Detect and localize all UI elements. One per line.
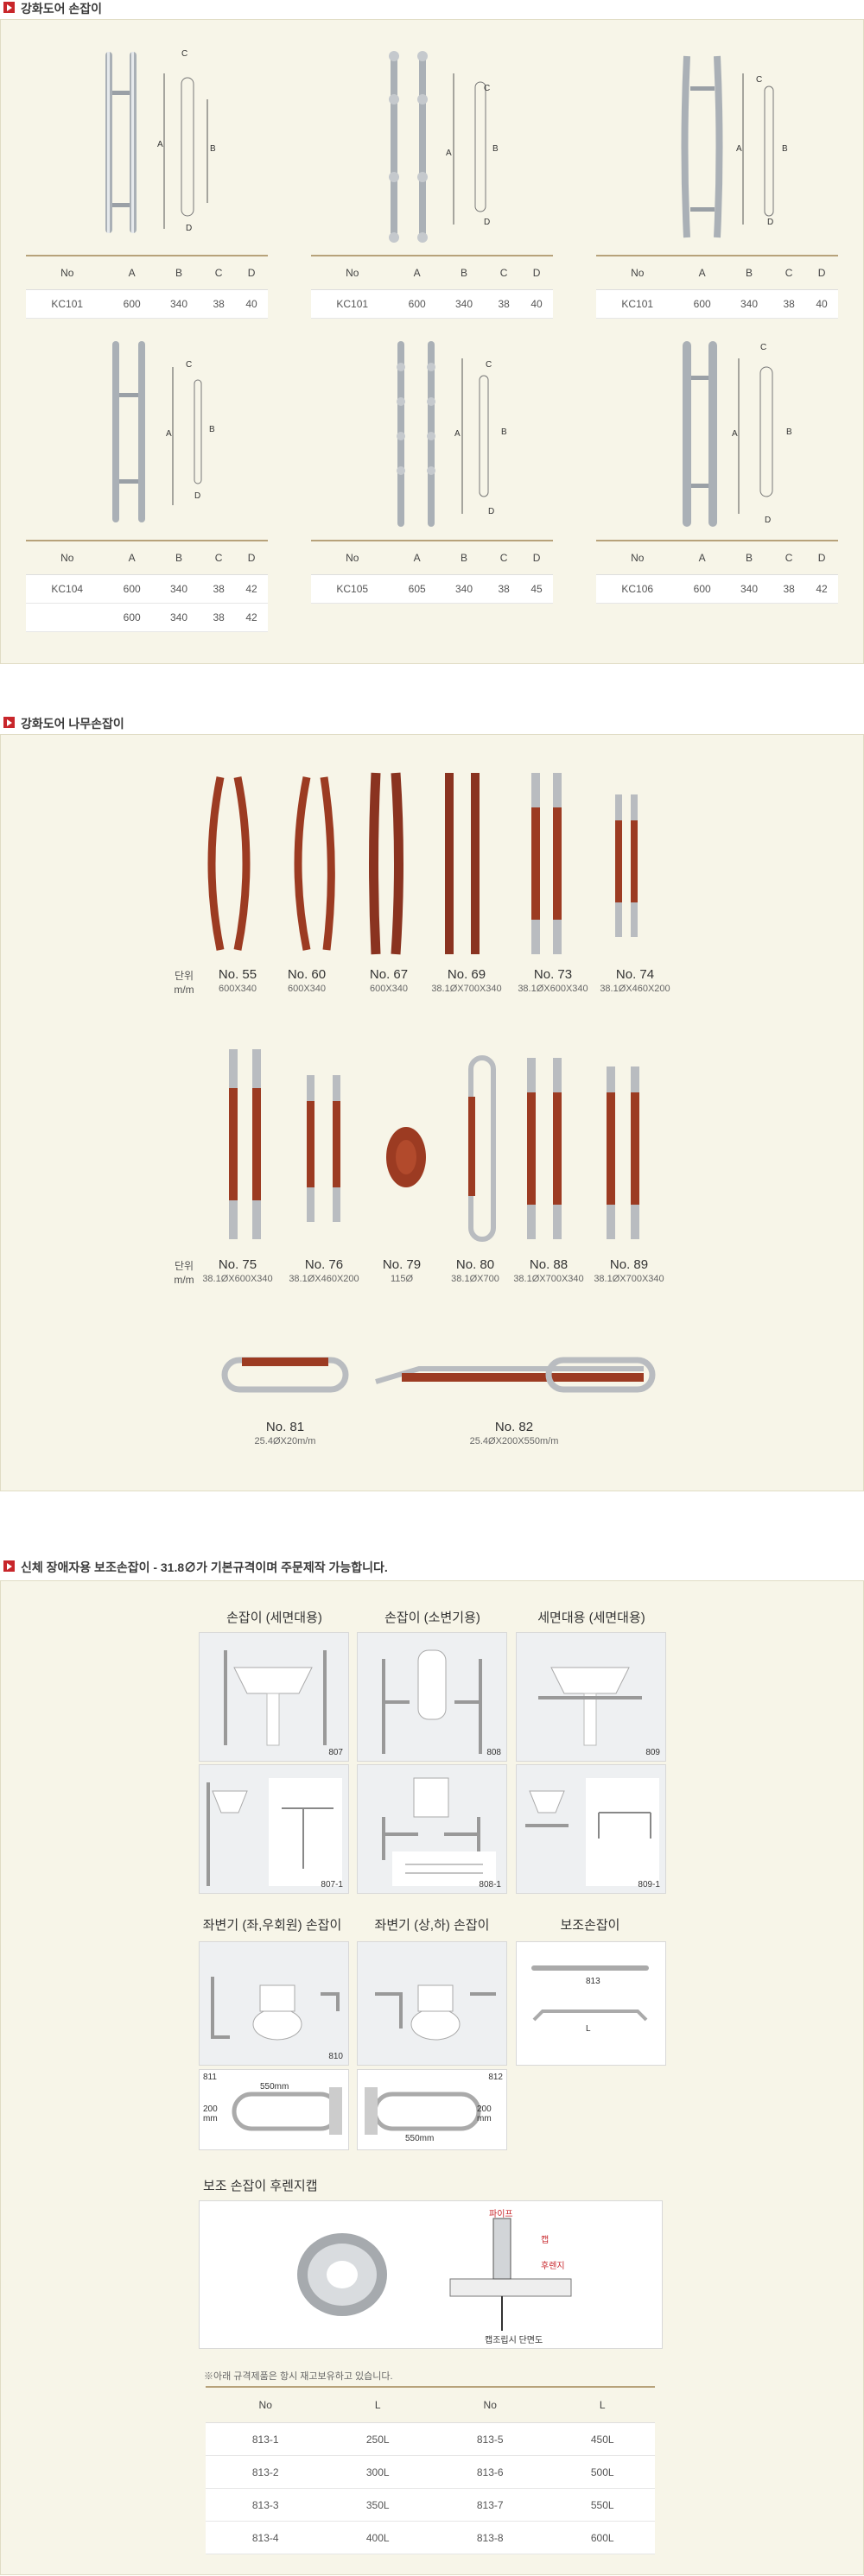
wood-item-76: No. 76 38.1ØX460X200 <box>289 1257 359 1284</box>
product-drawing-kc101-a: A B C D <box>105 49 216 233</box>
svg-text:B: B <box>782 144 788 154</box>
wood-item-55: No. 55 600X340 <box>218 967 257 994</box>
section-header-assist-handle: 신체 장애자용 보조손잡이 - 31.8∅가 기본규격이며 주문제작 가능합니다… <box>0 1559 864 1578</box>
spec-table-6: No A B C D KC106 600 340 38 42 <box>596 540 838 604</box>
unit-label: 단위 m/m <box>174 970 194 996</box>
table-row: 813-3 350L 813-7 550L <box>206 2488 655 2522</box>
wood-item-80: No. 80 38.1ØX700 <box>451 1257 499 1284</box>
section-bullet-icon <box>3 2 15 13</box>
section-bullet-icon <box>3 717 15 728</box>
wood-item-75: No. 75 38.1ØX600X340 <box>202 1257 273 1284</box>
wood-item-67: No. 67 600X340 <box>369 967 409 994</box>
wood-handles-row2 <box>229 1049 639 1242</box>
drawing-811: 811 550mm 200 mm <box>199 2069 349 2150</box>
svg-text:B: B <box>786 427 792 437</box>
svg-text:D: D <box>484 218 490 227</box>
spec-table-4: No A B C D KC104 600 340 38 42 600 340 38 42 <box>26 540 268 632</box>
length-table: No L No L 813-1 250L 813-5 450L 813-2 300L 813-6… <box>206 2386 655 2554</box>
product-drawing-kc105: A C B D <box>397 341 507 527</box>
photo-toilet-updown <box>357 1941 507 2066</box>
section-header-glass-door-handle: 강화도어 손잡이 <box>0 0 864 19</box>
table-row: 813-1 250L 813-5 450L <box>206 2422 655 2456</box>
product-drawing-kc101-b: A C B D <box>389 51 499 243</box>
svg-text:A: A <box>166 429 172 439</box>
wood-item-88: No. 88 38.1ØX700X340 <box>513 1257 584 1284</box>
svg-text:C: C <box>486 360 492 370</box>
section-title: 신체 장애자용 보조손잡이 - 31.8∅가 기본규격이며 주문제작 가능합니다… <box>21 1560 388 1574</box>
wood-item-69: No. 69 38.1ØX700X340 <box>431 967 502 994</box>
svg-text:B: B <box>492 144 499 154</box>
col-title-1: 손잡이 (세면대용) <box>226 1611 322 1625</box>
table-row: 813-4 400L 813-8 600L <box>206 2521 655 2554</box>
svg-text:B: B <box>501 427 507 437</box>
spec-table-3: No A B C D KC101 600 340 38 40 <box>596 255 838 319</box>
wood-item-81: No. 81 25.4ØX20m/m <box>254 1420 316 1446</box>
spec-table-5: No A B C D KC105 605 340 38 45 <box>311 540 553 604</box>
svg-text:A: A <box>446 149 452 158</box>
svg-text:C: C <box>484 84 490 93</box>
stock-note: ※아래 규격제품은 항시 재고보유하고 있습니다. <box>204 2371 393 2382</box>
wood-item-79: No. 79 115Ø <box>382 1257 422 1284</box>
section-title: 강화도어 손잡이 <box>21 2 103 16</box>
svg-text:C: C <box>186 360 192 370</box>
svg-text:D: D <box>186 224 192 233</box>
col-title-3: 세면대용 (세면대용) <box>537 1611 645 1625</box>
photo-809: 809 <box>516 1632 666 1762</box>
row2-title-3: 보조손잡이 <box>560 1918 620 1933</box>
svg-text:A: A <box>732 429 738 439</box>
photo-810: 810 <box>199 1941 349 2066</box>
table-row: 813-2 300L 813-6 500L <box>206 2455 655 2489</box>
svg-text:A: A <box>454 429 461 439</box>
photo-assist-bars: 813 L <box>516 1941 666 2066</box>
flange-cap-box: 파이프 캡 후렌지 캡조립시 단면도 <box>199 2200 663 2349</box>
cap-title: 보조 손잡이 후렌지캡 <box>203 2179 318 2193</box>
product-drawing-kc101-c: A C B D <box>681 55 788 238</box>
svg-text:B: B <box>209 425 215 434</box>
section-header-wood-handle: 강화도어 나무손잡이 <box>0 715 864 734</box>
drawing-812: 812 550mm 200 mm <box>357 2069 507 2150</box>
product-drawing-kc106: A C B D <box>683 341 792 527</box>
svg-text:D: D <box>765 516 771 525</box>
wood-item-74: No. 74 38.1ØX460X200 <box>600 967 670 994</box>
svg-text:D: D <box>488 507 494 516</box>
section-title: 강화도어 나무손잡이 <box>21 717 124 731</box>
svg-text:C: C <box>181 49 187 59</box>
wood-handle-panel <box>0 734 864 1491</box>
svg-text:A: A <box>736 144 742 154</box>
photo-807: 807 <box>199 1632 349 1762</box>
wood-item-89: No. 89 38.1ØX700X340 <box>594 1257 664 1284</box>
row2-title-2: 좌변기 (상,하) 손잡이 <box>374 1918 490 1933</box>
col-title-2: 손잡이 (소변기용) <box>384 1611 480 1625</box>
svg-text:B: B <box>210 144 216 154</box>
photo-808: 808 <box>357 1632 507 1762</box>
wood-item-60: No. 60 600X340 <box>287 967 327 994</box>
photo-807-1: 807-1 <box>199 1764 349 1894</box>
svg-text:D: D <box>194 491 200 501</box>
photo-809-1: 809-1 <box>516 1764 666 1894</box>
svg-text:C: C <box>756 75 762 85</box>
svg-text:A: A <box>157 140 163 149</box>
wood-item-82: No. 82 25.4ØX200X550m/m <box>469 1420 559 1446</box>
product-drawing-kc104: A C B D <box>112 341 215 522</box>
spec-table-2: No A B C D KC101 600 340 38 40 <box>311 255 553 319</box>
wood-handles-row3 <box>221 1357 656 1393</box>
svg-text:C: C <box>760 343 766 352</box>
unit-label-2: 단위 m/m <box>174 1260 194 1286</box>
photo-808-1: 808-1 <box>357 1764 507 1894</box>
wood-handles-row1 <box>207 772 638 955</box>
section-bullet-icon <box>3 1560 15 1572</box>
svg-text:D: D <box>767 218 773 227</box>
spec-table-1: No A B C D KC101 600 340 38 40 <box>26 255 268 319</box>
row2-title-1: 좌변기 (좌,우회원) 손잡이 <box>202 1918 342 1933</box>
wood-item-73: No. 73 38.1ØX600X340 <box>518 967 588 994</box>
